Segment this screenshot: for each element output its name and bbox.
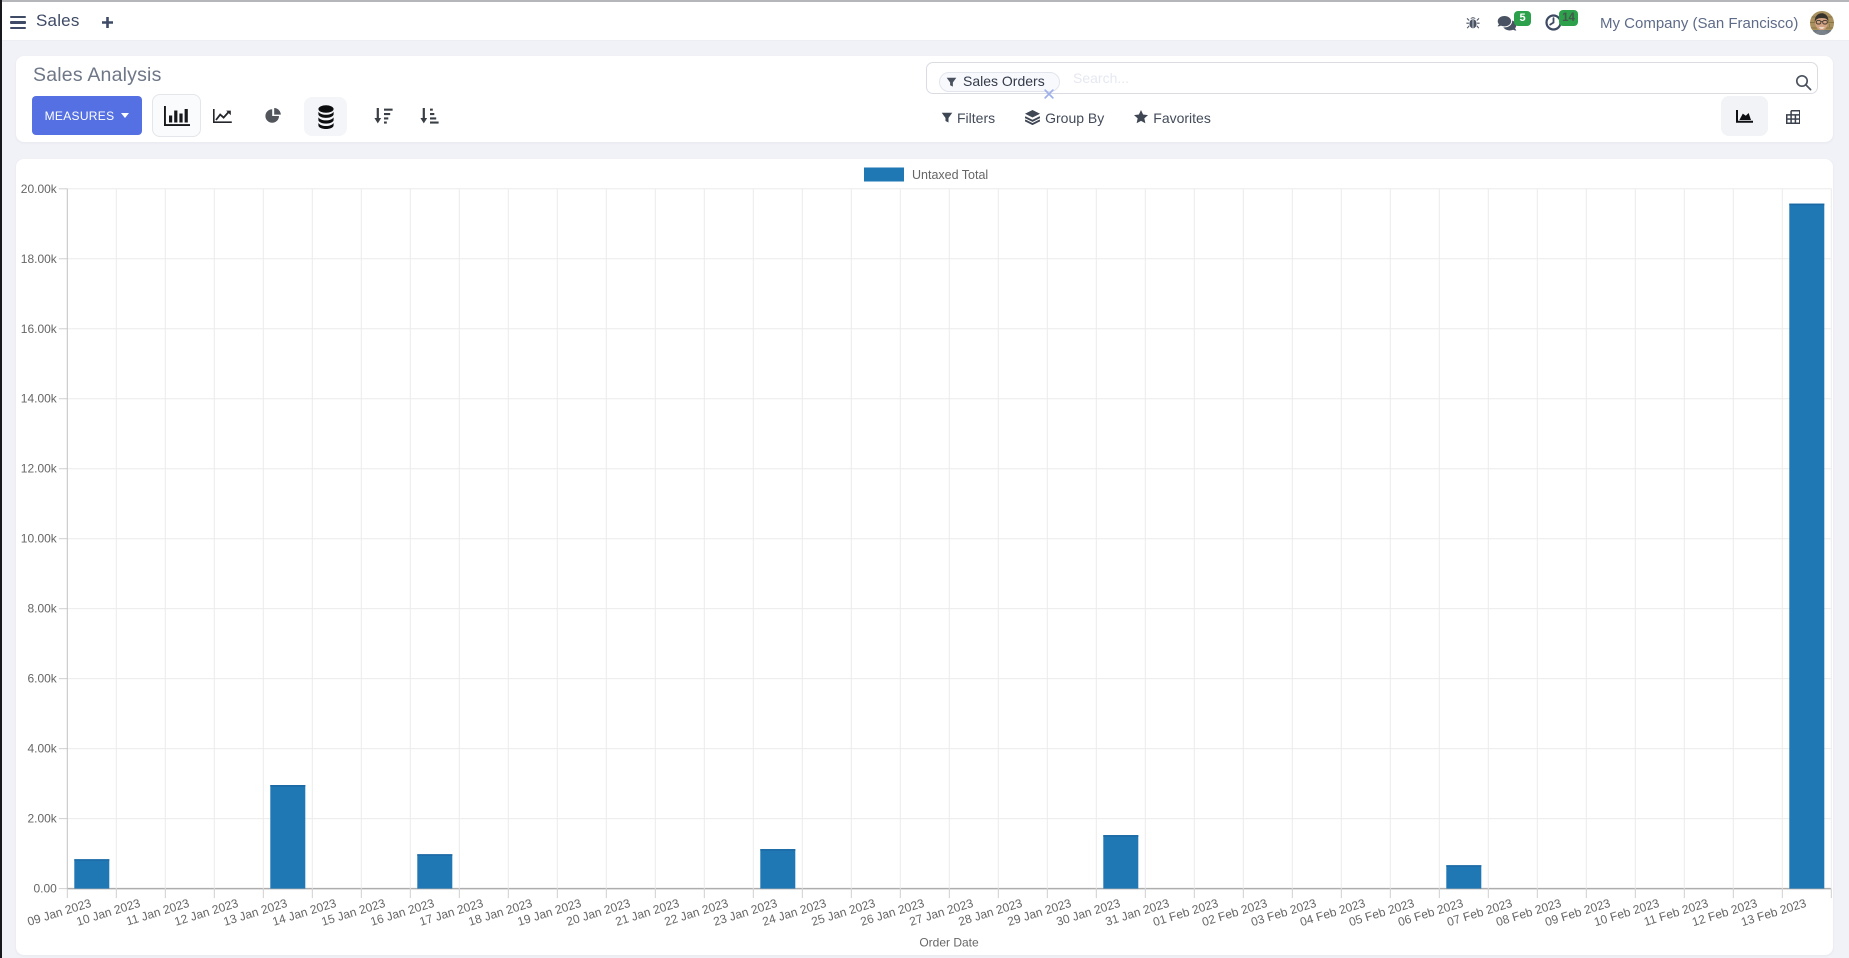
svg-text:16.00k: 16.00k — [21, 322, 58, 336]
svg-text:Untaxed Total: Untaxed Total — [912, 168, 988, 182]
svg-text:0.00: 0.00 — [33, 882, 57, 896]
svg-text:14.00k: 14.00k — [21, 392, 58, 406]
svg-text:6.00k: 6.00k — [27, 672, 57, 686]
svg-text:8.00k: 8.00k — [27, 602, 57, 616]
svg-text:10.00k: 10.00k — [21, 532, 58, 546]
svg-text:20.00k: 20.00k — [21, 182, 58, 196]
svg-text:Order Date: Order Date — [919, 936, 979, 950]
svg-text:18.00k: 18.00k — [21, 252, 58, 266]
svg-text:12.00k: 12.00k — [21, 462, 58, 476]
svg-text:4.00k: 4.00k — [27, 742, 57, 756]
svg-text:2.00k: 2.00k — [27, 812, 57, 826]
